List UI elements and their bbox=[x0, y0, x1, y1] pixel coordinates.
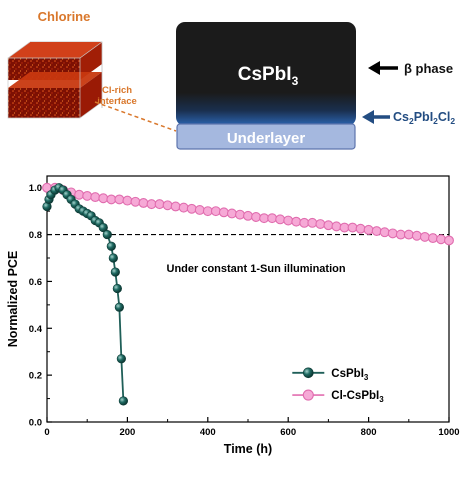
data-point bbox=[218, 207, 229, 218]
data-point bbox=[267, 213, 278, 224]
data-point bbox=[436, 234, 446, 245]
data-point bbox=[291, 216, 302, 227]
data-point bbox=[275, 214, 286, 225]
legend-marker-cl-cspbi3 bbox=[302, 389, 314, 401]
data-point bbox=[108, 253, 118, 263]
legend: CsPbI3 Cl-CsPbI3 bbox=[292, 367, 384, 404]
data-point bbox=[202, 206, 213, 217]
data-point bbox=[122, 195, 133, 206]
data-point bbox=[102, 229, 112, 240]
x-tick-label: 1000 bbox=[438, 427, 459, 438]
x-axis-label: Time (h) bbox=[224, 442, 272, 456]
data-point bbox=[444, 235, 454, 246]
y-tick-label: 0.8 bbox=[29, 230, 42, 241]
data-point bbox=[243, 210, 253, 221]
underlayer-block bbox=[176, 123, 356, 150]
data-point bbox=[259, 213, 270, 224]
data-point bbox=[427, 233, 438, 244]
x-tick-label: 0 bbox=[44, 427, 49, 438]
data-point bbox=[138, 197, 149, 208]
data-point bbox=[315, 219, 326, 229]
film-label: CsPbI3 bbox=[238, 64, 299, 88]
data-point bbox=[178, 202, 189, 213]
x-axis: 0 200 400 600 800 1000 bbox=[44, 417, 460, 438]
y-tick-label: 0.4 bbox=[29, 324, 43, 335]
interface-dashed-connector bbox=[94, 101, 177, 132]
data-point bbox=[307, 217, 318, 228]
x-tick-label: 400 bbox=[200, 427, 216, 438]
chlorine-cube-image bbox=[7, 41, 103, 119]
x-tick-label: 200 bbox=[119, 427, 135, 438]
y-tick-label: 0.2 bbox=[29, 371, 42, 382]
beta-phase-label: β phase bbox=[404, 61, 453, 76]
legend-marker-cspbi3 bbox=[302, 367, 314, 379]
data-point bbox=[283, 215, 294, 226]
data-point bbox=[251, 212, 261, 222]
y-axis: 0.0 0.2 0.4 0.6 0.8 1.0 bbox=[29, 183, 52, 429]
data-point bbox=[90, 192, 101, 203]
data-point bbox=[146, 199, 157, 210]
illumination-annotation: Under constant 1-Sun illumination bbox=[167, 263, 346, 275]
interface-label-line1: Cl-rich bbox=[102, 85, 132, 96]
data-point bbox=[114, 194, 125, 205]
y-tick-label: 0.6 bbox=[29, 277, 42, 288]
data-point bbox=[186, 203, 197, 214]
data-point bbox=[411, 230, 422, 241]
chlorine-label: Chlorine bbox=[38, 9, 91, 24]
data-point bbox=[112, 283, 122, 294]
data-point bbox=[419, 231, 430, 242]
data-point bbox=[110, 267, 120, 277]
underlayer-label: Underlayer bbox=[227, 130, 306, 147]
data-point bbox=[114, 302, 124, 312]
data-point bbox=[82, 190, 93, 201]
data-point bbox=[162, 200, 173, 211]
data-point bbox=[98, 193, 109, 204]
data-point bbox=[106, 241, 116, 251]
pce-chart: 0.0 0.2 0.4 0.6 0.8 1.0 0 200 400 600 800 1000 Und… bbox=[6, 175, 460, 456]
data-point bbox=[130, 196, 141, 207]
data-point bbox=[347, 222, 358, 233]
schematic-panel: Chlorine Cl-rich interface CsPbI3 U bbox=[7, 9, 455, 150]
series-cl-cspbi3 bbox=[42, 182, 454, 246]
x-tick-label: 600 bbox=[280, 427, 296, 438]
series-layer bbox=[42, 182, 454, 406]
data-point bbox=[235, 209, 245, 220]
data-point bbox=[331, 221, 342, 232]
x-tick-label: 800 bbox=[361, 427, 377, 438]
data-point bbox=[379, 227, 390, 238]
data-point bbox=[387, 228, 398, 239]
interface-phase-label: Cs2PbI2Cl2 bbox=[393, 110, 455, 126]
legend-label-cl-cspbi3: Cl-CsPbI3 bbox=[331, 390, 384, 404]
beta-phase-arrow-icon bbox=[368, 61, 398, 75]
data-point bbox=[355, 223, 366, 234]
cspbi3-film-block bbox=[176, 22, 356, 126]
data-point bbox=[339, 222, 350, 233]
interface-phase-arrow-icon bbox=[362, 110, 390, 124]
y-axis-label: Normalized PCE bbox=[6, 251, 20, 348]
data-point bbox=[194, 205, 205, 215]
data-point bbox=[299, 217, 310, 228]
data-point bbox=[403, 229, 414, 240]
data-point bbox=[116, 354, 126, 364]
data-point bbox=[395, 229, 406, 240]
data-point bbox=[371, 226, 382, 237]
series-line bbox=[46, 186, 125, 401]
y-tick-label: 1.0 bbox=[29, 183, 42, 194]
data-point bbox=[154, 199, 165, 210]
data-point bbox=[98, 222, 108, 233]
series-cspbi3 bbox=[42, 183, 128, 406]
interface-label-line2: interface bbox=[97, 96, 137, 107]
y-tick-label: 0.0 bbox=[29, 418, 42, 429]
data-point bbox=[323, 220, 334, 231]
data-point bbox=[106, 194, 117, 205]
data-point bbox=[74, 189, 85, 200]
data-point bbox=[363, 224, 374, 235]
data-point bbox=[118, 396, 128, 406]
data-point bbox=[226, 208, 237, 219]
data-point bbox=[170, 201, 181, 212]
data-point bbox=[210, 206, 221, 217]
legend-label-cspbi3: CsPbI3 bbox=[331, 368, 369, 382]
